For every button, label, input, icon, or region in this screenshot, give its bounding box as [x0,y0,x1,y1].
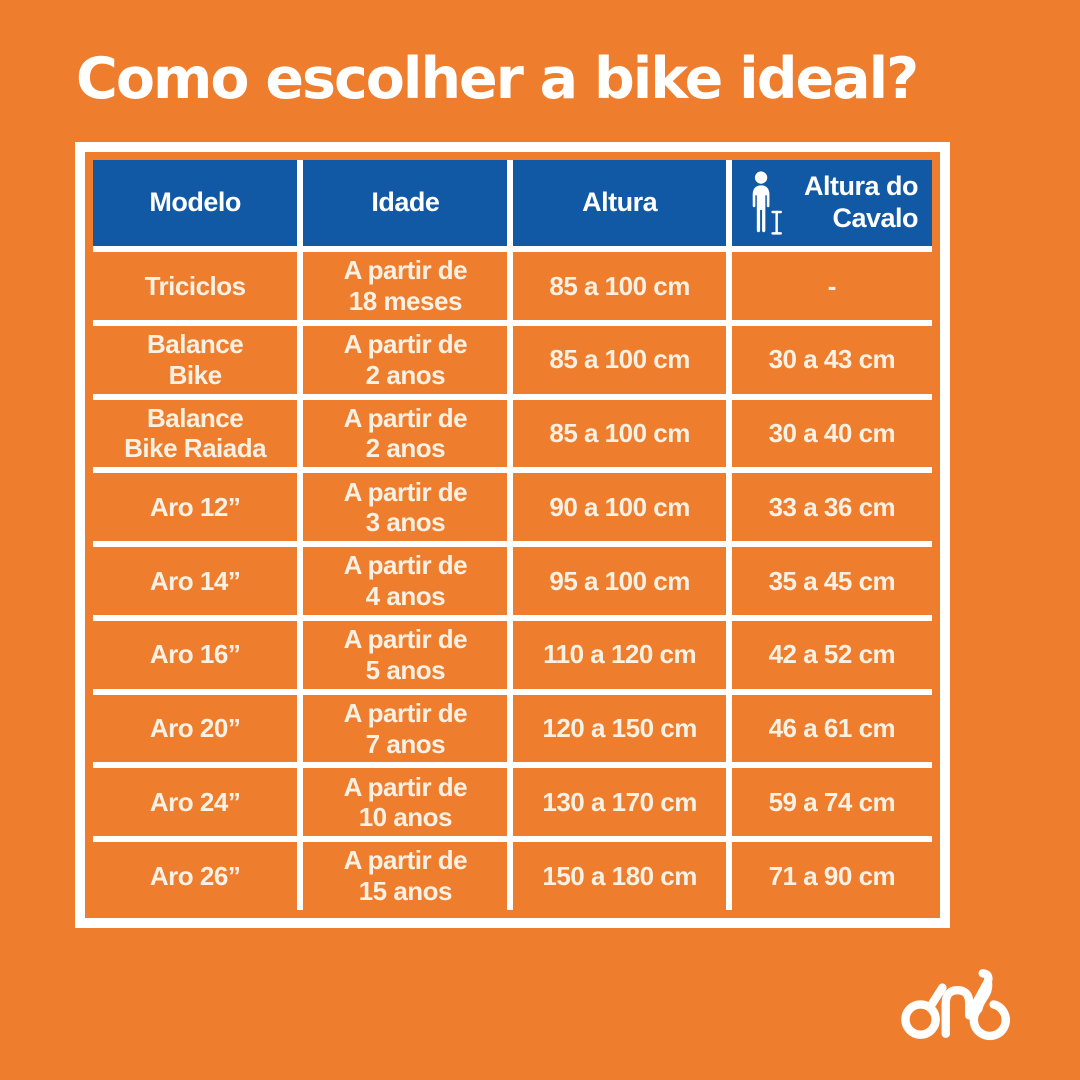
table-cell-cavalo: - [731,252,932,320]
table-cell-idade: A partir de 2 anos [303,399,508,468]
table-grid: Modelo Idade Altura Altura do Cavalo [93,160,932,910]
table-cell-idade: A partir de 15 anos [303,842,508,910]
table-cell-modelo: Aro 24” [93,768,298,837]
table-cell-idade: A partir de 3 anos [303,473,508,542]
table-cell-modelo: Aro 16” [93,620,298,689]
header-cell-cavalo-label: Altura do Cavalo [804,171,919,233]
table-cell-altura: 85 a 100 cm [513,399,726,468]
table-cell-cavalo: 30 a 43 cm [731,325,932,394]
table-cell-cavalo: 46 a 61 cm [731,694,932,763]
table-cell-modelo: Aro 14” [93,547,298,615]
table-cell-cavalo: 33 a 36 cm [731,473,932,542]
person-height-icon [744,171,788,235]
table-cell-altura: 85 a 100 cm [513,252,726,320]
table-cell-altura: 120 a 150 cm [513,694,726,763]
table-cell-idade: A partir de 5 anos [303,620,508,689]
table-cell-cavalo: 35 a 45 cm [731,547,932,615]
table-cell-idade: A partir de 18 meses [303,252,508,320]
table-cell-cavalo: 59 a 74 cm [731,768,932,837]
table-cell-altura: 85 a 100 cm [513,325,726,394]
table-cell-modelo: Balance Bike [93,325,298,394]
page-title: Como escolher a bike ideal? [76,46,919,112]
header-cell-idade: Idade [303,160,508,246]
table-cell-cavalo: 71 a 90 cm [731,842,932,910]
table-cell-altura: 130 a 170 cm [513,768,726,837]
bike-logo [892,954,1018,1054]
table-cell-modelo: Triciclos [93,252,298,320]
table-cell-modelo: Aro 12” [93,473,298,542]
table-cell-cavalo: 42 a 52 cm [731,620,932,689]
table-cell-modelo: Balance Bike Raiada [93,399,298,468]
table-cell-idade: A partir de 7 anos [303,694,508,763]
table-cell-altura: 95 a 100 cm [513,547,726,615]
table-cell-modelo: Aro 20” [93,694,298,763]
table-cell-idade: A partir de 2 anos [303,325,508,394]
info-table: Modelo Idade Altura Altura do Cavalo [75,142,950,928]
header-cell-altura: Altura [513,160,726,246]
table-cell-idade: A partir de 10 anos [303,768,508,837]
header-cell-modelo: Modelo [93,160,298,246]
header-cell-cavalo: Altura do Cavalo [731,160,932,246]
table-cell-altura: 150 a 180 cm [513,842,726,910]
table-cell-altura: 110 a 120 cm [513,620,726,689]
table-cell-idade: A partir de 4 anos [303,547,508,615]
table-cell-cavalo: 30 a 40 cm [731,399,932,468]
table-cell-modelo: Aro 26” [93,842,298,910]
table-cell-altura: 90 a 100 cm [513,473,726,542]
